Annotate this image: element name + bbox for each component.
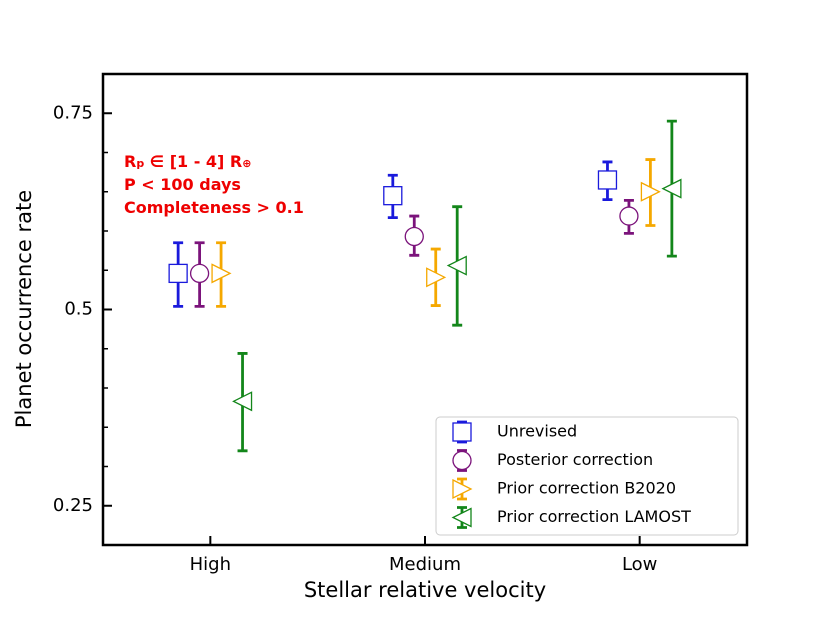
annotation: Rp ∈ [1 - 4] R⊕ <box>124 152 251 171</box>
data-point <box>640 181 661 202</box>
x-axis-label: Stellar relative velocity <box>304 578 546 602</box>
y-tick-label: 0.5 <box>64 299 93 320</box>
y-tick-label: 0.25 <box>53 495 93 516</box>
annotation-part: P < 100 days <box>124 175 241 194</box>
data-point <box>189 263 210 284</box>
data-point <box>661 178 682 199</box>
data-point <box>619 206 639 226</box>
annotation-part: p <box>136 157 144 170</box>
legend-label: Prior correction B2020 <box>497 479 676 498</box>
legend-marker <box>452 478 473 500</box>
legend-label: Posterior correction <box>497 450 653 469</box>
x-tick-label: High <box>190 554 231 575</box>
data-point <box>597 170 618 190</box>
annotation-part: ⊕ <box>242 157 251 170</box>
y-tick-label: 0.75 <box>53 102 93 123</box>
legend-marker <box>452 450 472 471</box>
data-point <box>426 267 447 288</box>
data-point <box>446 255 467 276</box>
x-tick-label: Medium <box>389 554 461 575</box>
annotation: Completeness > 0.1 <box>124 198 304 217</box>
data-point <box>404 226 424 247</box>
legend-box <box>435 416 739 536</box>
annotation-part: ∈ [1 - 4] R <box>144 152 242 171</box>
annotation: P < 100 days <box>124 175 241 194</box>
legend-marker <box>452 422 472 442</box>
data-point <box>168 263 188 284</box>
data-point <box>383 186 403 206</box>
legend-label: Unrevised <box>497 422 577 441</box>
y-axis-label: Planet occurrence rate <box>12 190 36 428</box>
data-point <box>232 391 253 412</box>
x-tick-label: Low <box>622 554 657 575</box>
legend-label: Prior correction LAMOST <box>497 507 691 526</box>
annotation-part: Completeness > 0.1 <box>124 198 304 217</box>
legend-marker <box>451 507 472 528</box>
data-point <box>211 263 232 284</box>
annotation-part: R <box>124 152 136 171</box>
